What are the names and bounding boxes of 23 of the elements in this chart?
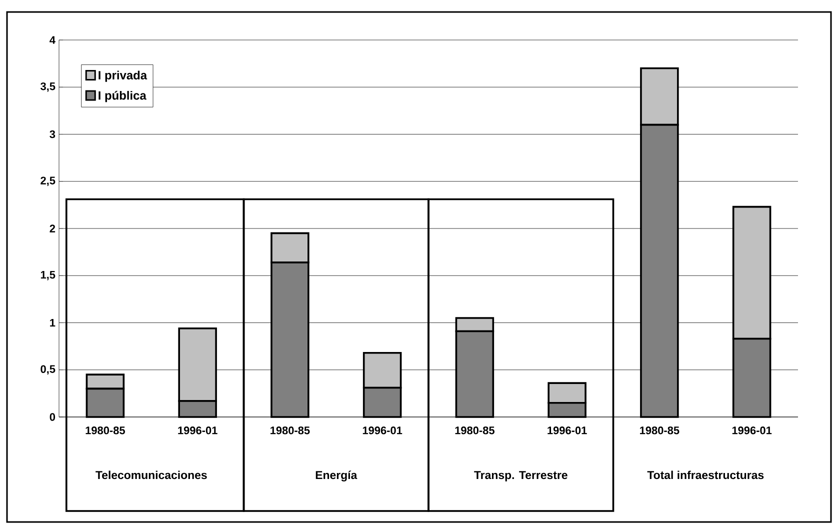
text: Energía: [316, 470, 358, 482]
x-tick-label: 1996-01: [732, 426, 772, 434]
x-tick-label: 1980-85: [455, 426, 494, 434]
x-tick-label: 1980-85: [640, 426, 680, 434]
y-tick-label: 0: [50, 413, 56, 421]
y-tick-label: 3,5: [40, 82, 56, 92]
x-tick-label: 1980-85: [270, 426, 310, 434]
y-tick-label: 0,5: [40, 365, 56, 375]
x-tick-label: 1996-01: [178, 426, 218, 434]
x-tick-label: 1996-01: [548, 426, 587, 434]
x-tick-label: 1980-85: [86, 426, 125, 434]
legend-label: I privada: [98, 70, 148, 82]
y-tick-label: 2,5: [40, 176, 56, 186]
text: Total infraestructuras: [647, 470, 764, 480]
legend-label: I pública: [98, 90, 146, 102]
text: Transp. Terrestre: [474, 471, 568, 482]
y-tick-label: 2: [50, 224, 56, 232]
x-tick-label: 1996-01: [362, 426, 402, 434]
y-tick-label: 4: [50, 36, 56, 44]
y-tick-label: 3: [50, 130, 56, 138]
y-tick-label: 1: [50, 318, 56, 327]
y-tick-label: 1,5: [40, 271, 56, 280]
text: Telecomunicaciones: [96, 470, 207, 480]
